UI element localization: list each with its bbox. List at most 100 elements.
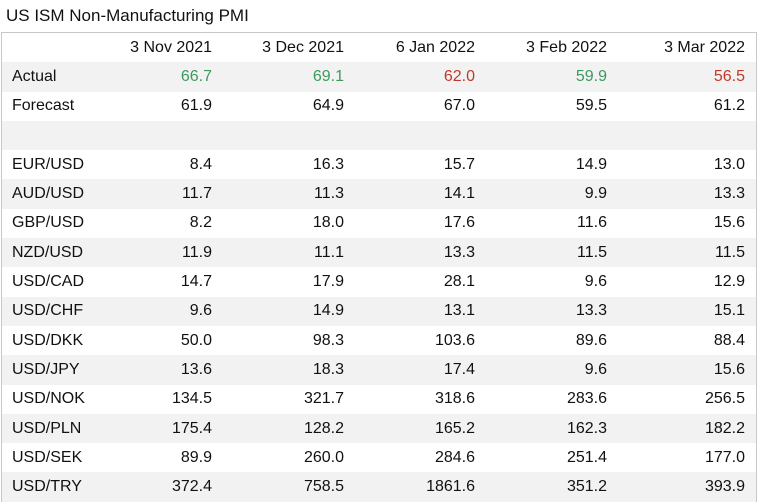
spacer-cell	[2, 120, 756, 151]
pair-value: 14.9	[575, 155, 607, 173]
pair-value: 13.3	[486, 296, 618, 326]
pair-value: 393.9	[618, 472, 756, 502]
actual-row: Actual 66.7 69.1 62.0 59.9 56.5	[2, 62, 756, 92]
pair-value: 28.1	[443, 273, 475, 291]
row-label: NZD/USD	[2, 238, 97, 268]
pair-value: 98.3	[312, 331, 344, 349]
spacer-row	[2, 120, 756, 151]
pair-value: 15.6	[618, 355, 756, 385]
pair-value: 15.6	[713, 214, 745, 232]
table-row: USD/JPY 13.6 18.3 17.4 9.6 15.6	[2, 355, 756, 385]
pair-value: 13.0	[713, 155, 745, 173]
pair-value: 13.3	[618, 179, 756, 209]
forecast-value: 61.2	[713, 97, 745, 115]
actual-value: 66.7	[97, 62, 223, 92]
pair-value: 15.7	[443, 155, 475, 173]
row-label: Forecast	[12, 97, 75, 115]
pair-value: 89.6	[575, 331, 607, 349]
column-header: 3 Dec 2021	[223, 33, 355, 63]
pair-value: 50.0	[180, 331, 212, 349]
pair-value: 14.9	[223, 296, 355, 326]
row-label: USD/JPY	[2, 355, 97, 385]
pair-value: 134.5	[171, 390, 212, 408]
table-row: USD/TRY 372.4 758.5 1861.6 351.2 393.9	[2, 472, 756, 502]
pair-value: 11.6	[577, 214, 607, 232]
pair-value: 372.4	[97, 472, 223, 502]
pair-value: 321.7	[303, 390, 344, 408]
pair-value: 11.5	[486, 238, 618, 268]
table-row: NZD/USD 11.9 11.1 13.3 11.5 11.5	[2, 238, 756, 268]
pair-value: 318.6	[434, 390, 475, 408]
pair-value: 13.3	[355, 238, 486, 268]
row-label: USD/CAD	[12, 273, 85, 291]
forecast-value: 61.9	[180, 97, 212, 115]
pair-value: 12.9	[713, 273, 745, 291]
pair-value: 11.5	[618, 238, 756, 268]
pair-value: 14.7	[180, 273, 212, 291]
pair-value: 175.4	[97, 413, 223, 444]
table-body: Actual 66.7 69.1 62.0 59.9 56.5 Forecast…	[2, 62, 756, 502]
forecast-value: 64.9	[312, 97, 344, 115]
pair-value: 88.4	[713, 331, 745, 349]
header-row: 3 Nov 2021 3 Dec 2021 6 Jan 2022 3 Feb 2…	[2, 33, 756, 63]
pair-value: 18.3	[223, 355, 355, 385]
pair-value: 128.2	[223, 413, 355, 444]
pair-value: 14.1	[355, 179, 486, 209]
actual-value: 62.0	[355, 62, 486, 92]
row-label: Actual	[2, 62, 97, 92]
forecast-value: 59.5	[575, 97, 607, 115]
pair-value: 13.1	[355, 296, 486, 326]
pair-value: 182.2	[618, 413, 756, 444]
pair-value: 283.6	[566, 390, 607, 408]
table-row: AUD/USD 11.7 11.3 14.1 9.9 13.3	[2, 179, 756, 209]
pair-value: 11.9	[97, 238, 223, 268]
table-row: USD/PLN 175.4 128.2 165.2 162.3 182.2	[2, 413, 756, 444]
forecast-row: Forecast 61.9 64.9 67.0 59.5 61.2	[2, 92, 756, 121]
pair-value: 17.9	[312, 273, 344, 291]
pair-value: 17.4	[355, 355, 486, 385]
pair-value: 9.6	[584, 273, 607, 291]
column-header: 3 Nov 2021	[97, 33, 223, 63]
pair-value: 758.5	[223, 472, 355, 502]
data-table-container: 3 Nov 2021 3 Dec 2021 6 Jan 2022 3 Feb 2…	[1, 32, 757, 502]
pair-value: 17.6	[443, 214, 475, 232]
pair-value: 11.3	[223, 179, 355, 209]
table-row: USD/SEK 89.9 260.0 284.6 251.4 177.0	[2, 443, 756, 472]
table-row: USD/NOK 134.5 321.7 318.6 283.6 256.5	[2, 385, 756, 414]
column-header: 3 Mar 2022	[618, 33, 756, 63]
table-row: USD/CAD 14.7 17.9 28.1 9.6 12.9	[2, 267, 756, 296]
pair-value: 13.6	[97, 355, 223, 385]
pair-value: 284.6	[434, 448, 475, 466]
table-row: USD/DKK 50.0 98.3 103.6 89.6 88.4	[2, 326, 756, 355]
pair-value: 11.1	[223, 238, 355, 268]
pair-value: 8.2	[189, 214, 212, 232]
table-title: US ISM Non-Manufacturing PMI	[6, 6, 249, 25]
table-row: USD/CHF 9.6 14.9 13.1 13.3 15.1	[2, 296, 756, 326]
pair-value: 9.6	[97, 296, 223, 326]
pair-value: 89.9	[180, 448, 212, 466]
pair-value: 103.6	[434, 331, 475, 349]
pair-value: 177.0	[704, 448, 745, 466]
pair-value: 165.2	[355, 413, 486, 444]
pair-value: 256.5	[704, 390, 745, 408]
row-label: EUR/USD	[12, 155, 85, 173]
forecast-value: 67.0	[443, 97, 475, 115]
row-label: USD/DKK	[12, 331, 84, 349]
row-label: USD/NOK	[12, 390, 85, 408]
actual-value: 56.5	[618, 62, 756, 92]
row-label: USD/CHF	[2, 296, 97, 326]
row-label: USD/TRY	[2, 472, 97, 502]
pair-value: 1861.6	[355, 472, 486, 502]
row-label: GBP/USD	[12, 214, 85, 232]
pair-value: 9.9	[486, 179, 618, 209]
pair-value: 15.1	[618, 296, 756, 326]
data-table: 3 Nov 2021 3 Dec 2021 6 Jan 2022 3 Feb 2…	[2, 33, 756, 502]
pair-value: 351.2	[486, 472, 618, 502]
table-row: GBP/USD 8.2 18.0 17.6 11.6 15.6	[2, 209, 756, 238]
column-header: 6 Jan 2022	[355, 33, 486, 63]
row-label: USD/PLN	[2, 413, 97, 444]
table-row: EUR/USD 8.4 16.3 15.7 14.9 13.0	[2, 150, 756, 179]
pair-value: 260.0	[303, 448, 344, 466]
column-header: 3 Feb 2022	[486, 33, 618, 63]
row-label: USD/SEK	[12, 448, 83, 466]
